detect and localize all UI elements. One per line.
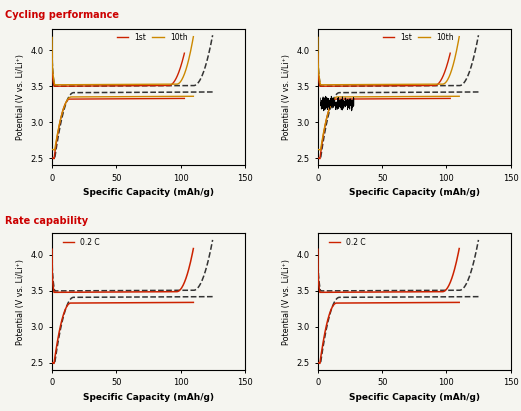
Y-axis label: Potential (V vs. Li/Li⁺): Potential (V vs. Li/Li⁺)	[282, 259, 291, 345]
X-axis label: Specific Capacity (mAh/g): Specific Capacity (mAh/g)	[349, 188, 480, 197]
Text: Rate capability: Rate capability	[5, 216, 89, 226]
Text: Cycling performance: Cycling performance	[5, 10, 119, 20]
X-axis label: Specific Capacity (mAh/g): Specific Capacity (mAh/g)	[83, 188, 214, 197]
Y-axis label: Potential (V vs. Li/Li⁺): Potential (V vs. Li/Li⁺)	[16, 259, 25, 345]
Y-axis label: Potential (V vs. Li/Li⁺): Potential (V vs. Li/Li⁺)	[16, 54, 25, 140]
Legend: 0.2 C: 0.2 C	[326, 235, 369, 249]
Legend: 1st, 10th: 1st, 10th	[380, 30, 456, 45]
X-axis label: Specific Capacity (mAh/g): Specific Capacity (mAh/g)	[349, 393, 480, 402]
Legend: 0.2 C: 0.2 C	[60, 235, 103, 249]
X-axis label: Specific Capacity (mAh/g): Specific Capacity (mAh/g)	[83, 393, 214, 402]
Y-axis label: Potential (V vs. Li/Li⁺): Potential (V vs. Li/Li⁺)	[282, 54, 291, 140]
Legend: 1st, 10th: 1st, 10th	[114, 30, 191, 45]
